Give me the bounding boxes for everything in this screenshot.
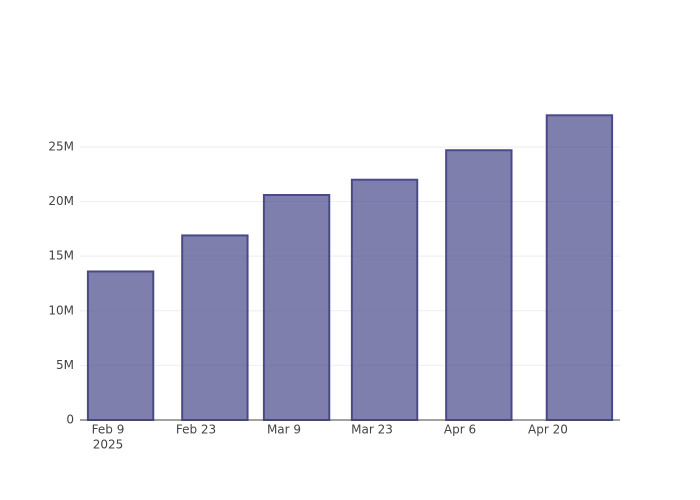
x-tick-sublabel: 2025 <box>93 438 124 452</box>
bar <box>86 270 155 422</box>
x-tick-label: Feb 9 <box>92 423 125 437</box>
y-tick-label: 15M <box>48 249 74 263</box>
y-tick-label: 10M <box>48 303 74 317</box>
y-tick-label: 20M <box>48 194 74 208</box>
y-tick-label: 25M <box>48 139 74 153</box>
x-tick-label: Apr 6 <box>444 423 476 437</box>
x-tick-label: Feb 23 <box>176 423 216 437</box>
y-tick-label: 0 <box>66 413 74 427</box>
bar <box>350 178 419 421</box>
bar <box>545 114 614 421</box>
y-tick-label: 5M <box>56 358 74 372</box>
bar <box>445 149 513 421</box>
x-tick-label: Apr 20 <box>528 423 568 437</box>
x-tick-label: Mar 23 <box>351 423 393 437</box>
bar <box>181 234 249 421</box>
bar <box>262 194 331 421</box>
x-tick-label: Mar 9 <box>267 423 301 437</box>
